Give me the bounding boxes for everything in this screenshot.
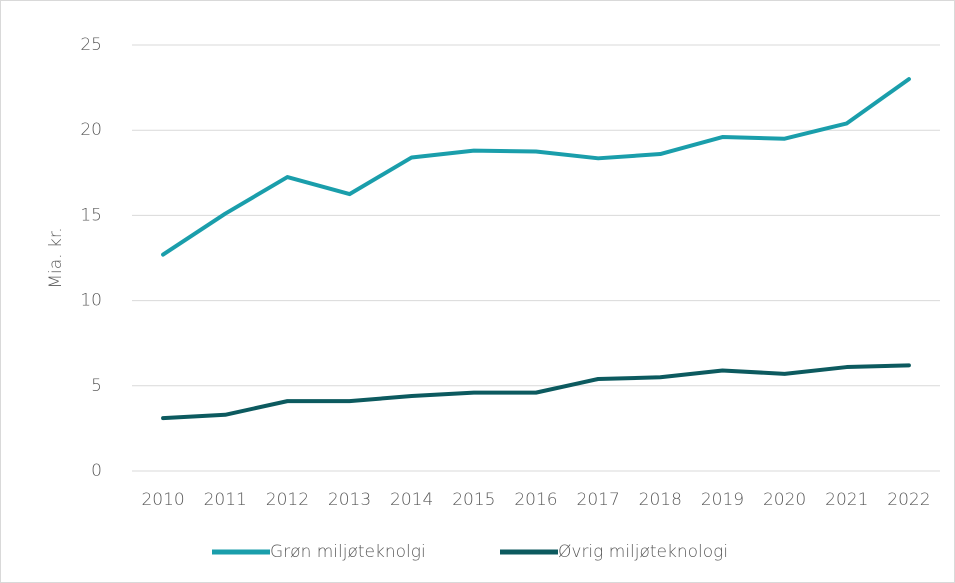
y-axis-label: Mia. kr. [46,227,66,288]
x-tick-label: 2021 [825,490,868,510]
y-tick-label: 15 [80,205,102,225]
x-tick-label: 2016 [514,490,557,510]
x-tick-label: 2012 [266,490,309,510]
x-tick-label: 2013 [328,490,371,510]
x-tick-label: 2019 [701,490,744,510]
y-tick-label: 20 [80,120,102,140]
x-tick-label: 2011 [204,490,247,510]
y-tick-label: 0 [91,461,102,481]
y-tick-label: 25 [80,35,102,55]
x-tick-label: 2020 [763,490,806,510]
x-tick-label: 2014 [390,490,433,510]
legend-label: Grøn miljøteknolgi [270,542,426,562]
y-tick-label: 10 [80,291,102,311]
legend-label: Øvrig miljøteknologi [558,542,728,562]
x-tick-label: 2017 [577,490,620,510]
y-tick-label: 5 [91,376,102,396]
x-tick-label: 2022 [887,490,930,510]
line-series [161,77,911,257]
line-series [161,363,911,421]
x-tick-label: 2015 [452,490,495,510]
x-tick-label: 2010 [141,490,184,510]
x-tick-label: 2018 [639,490,682,510]
